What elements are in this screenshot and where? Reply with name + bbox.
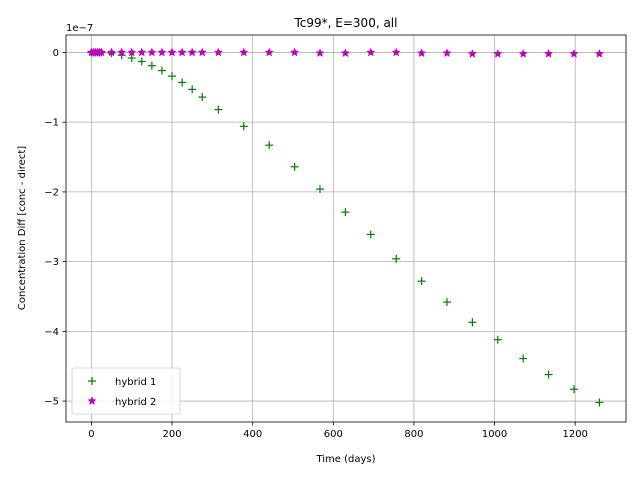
data-point xyxy=(198,93,207,102)
legend-label-hybrid-2: hybrid 2 xyxy=(115,397,156,408)
data-point xyxy=(239,122,248,131)
y-tick-label: −5 xyxy=(44,397,59,408)
y-axis-label: Concentration Diff [conc - direct] xyxy=(17,146,28,310)
x-axis: 0 200 400 600 800 1000 1200 xyxy=(88,422,588,440)
data-point xyxy=(197,47,207,57)
legend-marker-symbol xyxy=(87,396,97,405)
data-point xyxy=(594,48,605,58)
x-tick-label: 1000 xyxy=(482,429,507,440)
data-point xyxy=(213,47,224,57)
data-point xyxy=(544,370,553,379)
data-point xyxy=(416,48,427,58)
data-point xyxy=(289,47,300,57)
data-point xyxy=(157,66,166,75)
data-point xyxy=(137,47,147,57)
data-point xyxy=(519,354,528,363)
y-axis: 0 −1 −2 −3 −4 −5 xyxy=(44,48,66,408)
y-tick-label: −4 xyxy=(44,327,59,338)
y-tick-label: −3 xyxy=(44,257,59,268)
data-point xyxy=(315,185,324,194)
data-point xyxy=(127,54,136,63)
legend-label-hybrid-1: hybrid 1 xyxy=(115,377,156,388)
data-point xyxy=(315,48,325,58)
data-point xyxy=(106,47,117,57)
data-point xyxy=(467,48,478,58)
data-point xyxy=(417,277,426,286)
data-point xyxy=(168,72,177,81)
series-layer xyxy=(86,47,605,407)
y-axis-scale-label: 1e−7 xyxy=(66,23,93,34)
series-2 xyxy=(86,47,605,58)
chart-title: Tc99*, E=300, all xyxy=(294,16,398,30)
data-point xyxy=(167,47,177,57)
x-axis-label: Time (days) xyxy=(315,454,375,465)
data-point xyxy=(543,48,554,58)
data-point xyxy=(442,48,452,58)
x-tick-label: 600 xyxy=(324,429,343,440)
data-point xyxy=(265,141,274,150)
legend: hybrid 1 hybrid 2 xyxy=(71,367,181,415)
data-point xyxy=(493,48,503,58)
data-point xyxy=(518,48,528,58)
legend-marker-hybrid-2 xyxy=(87,396,97,405)
plot-frame xyxy=(65,34,627,423)
data-point xyxy=(493,335,502,344)
data-point xyxy=(214,105,223,114)
data-point xyxy=(341,208,350,217)
data-point xyxy=(340,48,351,58)
data-point xyxy=(595,398,604,407)
data-point xyxy=(366,230,375,239)
legend-marker-hybrid-1 xyxy=(88,377,96,385)
data-point xyxy=(187,47,197,57)
data-point xyxy=(290,162,299,171)
data-point xyxy=(157,47,167,57)
x-tick-label: 400 xyxy=(243,429,262,440)
x-tick-label: 200 xyxy=(162,429,181,440)
data-point xyxy=(366,47,376,57)
data-point xyxy=(127,47,137,57)
data-point xyxy=(442,298,451,307)
data-point xyxy=(117,47,127,57)
y-tick-label: 0 xyxy=(53,48,59,59)
data-point xyxy=(137,57,146,66)
data-point xyxy=(264,47,274,57)
data-point xyxy=(147,47,157,57)
data-point xyxy=(147,61,156,70)
data-point xyxy=(392,254,401,263)
data-point xyxy=(96,47,107,57)
y-tick-label: −1 xyxy=(44,118,59,129)
data-point xyxy=(468,318,477,327)
data-point xyxy=(569,385,578,394)
legend-marker-symbol xyxy=(88,377,96,385)
data-point xyxy=(239,47,249,57)
y-tick-label: −2 xyxy=(44,187,59,198)
x-tick-label: 1200 xyxy=(562,429,587,440)
data-point xyxy=(188,85,197,94)
data-point xyxy=(177,47,187,57)
data-point xyxy=(391,47,401,57)
x-tick-label: 0 xyxy=(88,429,94,440)
data-point xyxy=(178,78,187,87)
x-tick-label: 800 xyxy=(404,429,423,440)
data-point xyxy=(569,48,579,58)
legend-box xyxy=(71,367,181,415)
